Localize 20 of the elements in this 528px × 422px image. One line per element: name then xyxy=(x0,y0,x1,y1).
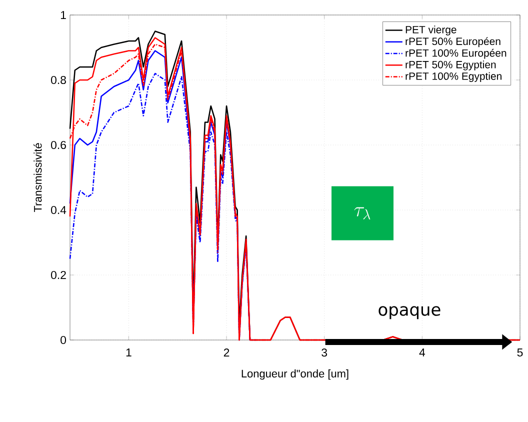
y-tick-label: 0 xyxy=(60,336,66,344)
y-tick-label: 0.2 xyxy=(51,270,66,280)
y-tick-label: 0.4 xyxy=(51,206,66,214)
annotation: $\tau_\lambda$ xyxy=(354,207,370,220)
legend-label: rPET 50% Européen xyxy=(406,37,500,48)
y-tick-label: 0.8 xyxy=(51,76,66,84)
x-tick-label: 4 xyxy=(419,348,426,356)
y-tick-label: 0.6 xyxy=(51,140,66,150)
legend-label: rPET 50% Egyptien xyxy=(406,60,496,70)
legend-label: rPET 100% Egyptien xyxy=(406,72,502,82)
y-axis-title: Transmissivité xyxy=(34,143,42,212)
x-tick-label: 2 xyxy=(224,348,230,356)
legend-label: PET vierge xyxy=(406,26,456,36)
legend-label: rPET 100% Européen xyxy=(406,48,506,59)
x-axis-title: Longueur d"onde [um] xyxy=(242,369,348,380)
x-tick-label: 5 xyxy=(517,348,523,356)
annotation: opaque xyxy=(378,306,440,320)
x-tick-label: 1 xyxy=(126,348,132,356)
x-tick-label: 3 xyxy=(322,348,328,357)
y-tick-label: 1 xyxy=(60,11,66,19)
